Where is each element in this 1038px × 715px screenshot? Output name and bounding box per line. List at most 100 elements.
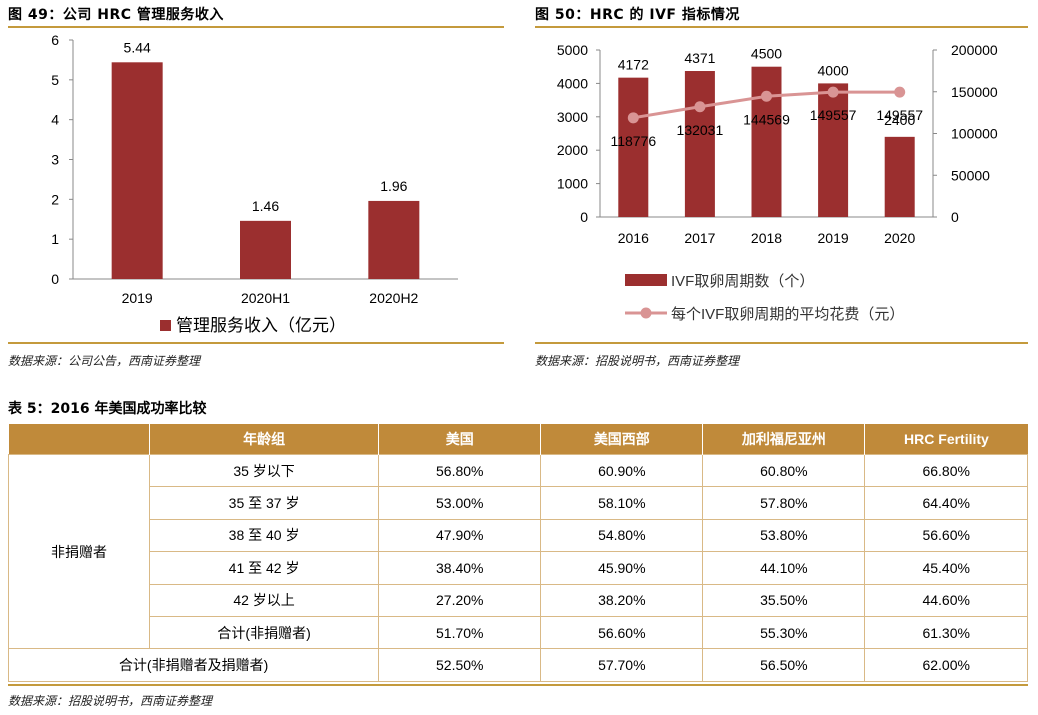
legend-swatch-marker (640, 307, 652, 319)
x-tick-label: 2020H2 (369, 290, 418, 306)
hrc-cell: 45.40% (864, 551, 1028, 585)
line-data-label: 149557 (810, 107, 857, 123)
table-total-row: 合计(非捐赠者及捐赠者) 52.50% 57.70% 56.50% 62.00% (7, 648, 1028, 682)
california-cell: 57.80% (702, 486, 866, 520)
table5-source: 数据来源：招股说明书，西南证券整理 (8, 694, 213, 708)
bar (618, 77, 649, 217)
hrc-cell: 44.60% (864, 583, 1028, 617)
right-tick-label: 0 (951, 209, 959, 225)
table-row: 38 至 40 岁 47.90% 54.80% 53.80% 56.60% (9, 518, 1028, 553)
left-tick-label: 0 (580, 209, 588, 225)
bar-data-label: 5.44 (124, 39, 151, 55)
figure50-bottom-rule (535, 342, 1028, 344)
legend-label-line: 每个IVF取卵周期的平均花费（元） (671, 306, 904, 323)
us-west-cell: 58.10% (540, 486, 704, 520)
bar-data-label: 1.96 (380, 178, 407, 194)
california-cell: 44.10% (702, 551, 866, 585)
table-row: 42 岁以上 27.20% 38.20% 35.50% 44.60% (9, 583, 1028, 617)
line-data-label: 132031 (677, 122, 724, 138)
bar (368, 200, 420, 279)
age-cell: 38 至 40 岁 (148, 518, 380, 553)
us-west-cell: 54.80% (540, 518, 704, 553)
y-tick-label: 0 (51, 271, 59, 287)
us-cell: 51.70% (378, 615, 542, 650)
age-cell: 合计(非捐赠者) (148, 615, 380, 650)
line-data-label: 149557 (876, 107, 923, 123)
hrc-cell: 56.60% (864, 518, 1028, 553)
age-cell: 35 至 37 岁 (148, 486, 380, 520)
california-cell: 53.80% (702, 518, 866, 553)
hrc-cell: 64.40% (864, 486, 1028, 520)
legend-label: 管理服务收入（亿元） (176, 316, 346, 335)
x-tick-label: 2020 (884, 230, 915, 246)
legend-label-bars: IVF取卵周期数（个） (671, 273, 814, 290)
x-tick-label: 2017 (684, 230, 715, 246)
y-tick-label: 1 (51, 231, 59, 247)
hrc-cell: 61.30% (864, 615, 1028, 650)
california-cell: 56.50% (702, 648, 866, 682)
line-data-label: 118776 (610, 133, 656, 149)
left-tick-label: 5000 (557, 42, 588, 58)
figure49-bottom-rule (8, 342, 504, 344)
y-tick-label: 5 (51, 72, 59, 88)
x-tick-label: 2016 (618, 230, 649, 246)
bar-data-label: 4000 (818, 62, 849, 78)
age-cell: 41 至 42 岁 (148, 551, 380, 585)
total-label-cell: 合计(非捐赠者及捐赠者) (7, 648, 380, 682)
y-tick-label: 4 (51, 112, 59, 128)
us-cell: 38.40% (378, 551, 542, 585)
right-tick-label: 50000 (951, 167, 990, 183)
table-row: 35 至 37 岁 53.00% 58.10% 57.80% 64.40% (9, 486, 1028, 520)
x-tick-label: 2019 (122, 290, 153, 306)
figure50-title: 图 50：HRC 的 IVF 指标情况 (535, 7, 740, 23)
us-cell: 52.50% (378, 648, 542, 682)
bar-data-label: 1.46 (252, 198, 279, 214)
california-cell: 55.30% (702, 615, 866, 650)
left-tick-label: 3000 (557, 109, 588, 125)
left-tick-label: 2000 (557, 142, 588, 158)
table5-title: 表 5：2016 年美国成功率比较 (8, 401, 207, 417)
us-west-cell: 45.90% (540, 551, 704, 585)
figure50-source: 数据来源：招股说明书，西南证券整理 (535, 354, 740, 368)
figure49-source: 数据来源：公司公告，西南证券整理 (8, 354, 201, 368)
us-cell: 53.00% (378, 486, 542, 520)
us-west-cell: 56.60% (540, 615, 704, 650)
bar-data-label: 4371 (684, 50, 715, 66)
revenue-bar-chart: 0 1 2 3 4 5 6 5.44 2019 1.46 2020H1 1.96 2020H2 管理服务收… (51, 32, 458, 335)
left-tick-label: 1000 (557, 176, 588, 192)
avg-cost-point (694, 101, 706, 113)
us-cell: 56.80% (378, 453, 542, 488)
ivf-combo-chart: 0100020003000400050000500001000001500002… (557, 42, 998, 323)
bar (111, 62, 163, 279)
table-header-row: 年龄组 美国 美国西部 加利福尼亚州 HRC Fertility (8, 424, 1028, 455)
avg-cost-point (827, 86, 839, 98)
us-west-cell: 57.70% (540, 648, 704, 682)
right-tick-label: 150000 (951, 84, 998, 100)
header-group (8, 424, 150, 455)
x-tick-label: 2020H1 (241, 290, 290, 306)
bar (751, 66, 782, 217)
legend-swatch (160, 320, 171, 331)
header-california: 加利福尼亚州 (702, 424, 866, 455)
right-tick-label: 200000 (951, 42, 998, 58)
header-hrc: HRC Fertility (864, 424, 1028, 455)
header-us-west: 美国西部 (540, 424, 704, 455)
us-cell: 27.20% (378, 583, 542, 617)
us-west-cell: 38.20% (540, 583, 704, 617)
header-age-group: 年龄组 (149, 424, 380, 455)
hrc-cell: 66.80% (864, 453, 1028, 488)
bar (884, 136, 915, 217)
right-tick-label: 100000 (951, 126, 998, 142)
bar (818, 83, 849, 218)
bar-data-label: 2400 (884, 112, 915, 128)
bar (684, 71, 715, 217)
us-cell: 47.90% (378, 518, 542, 553)
legend-swatch-bars (625, 274, 667, 286)
figure49-top-rule (8, 26, 504, 28)
california-cell: 60.80% (702, 453, 866, 488)
table5-bottom-rule (8, 684, 1028, 686)
x-tick-label: 2019 (818, 230, 849, 246)
hrc-cell: 62.00% (864, 648, 1028, 682)
figure49-title: 图 49：公司 HRC 管理服务收入 (8, 7, 224, 23)
y-tick-label: 3 (51, 152, 59, 168)
